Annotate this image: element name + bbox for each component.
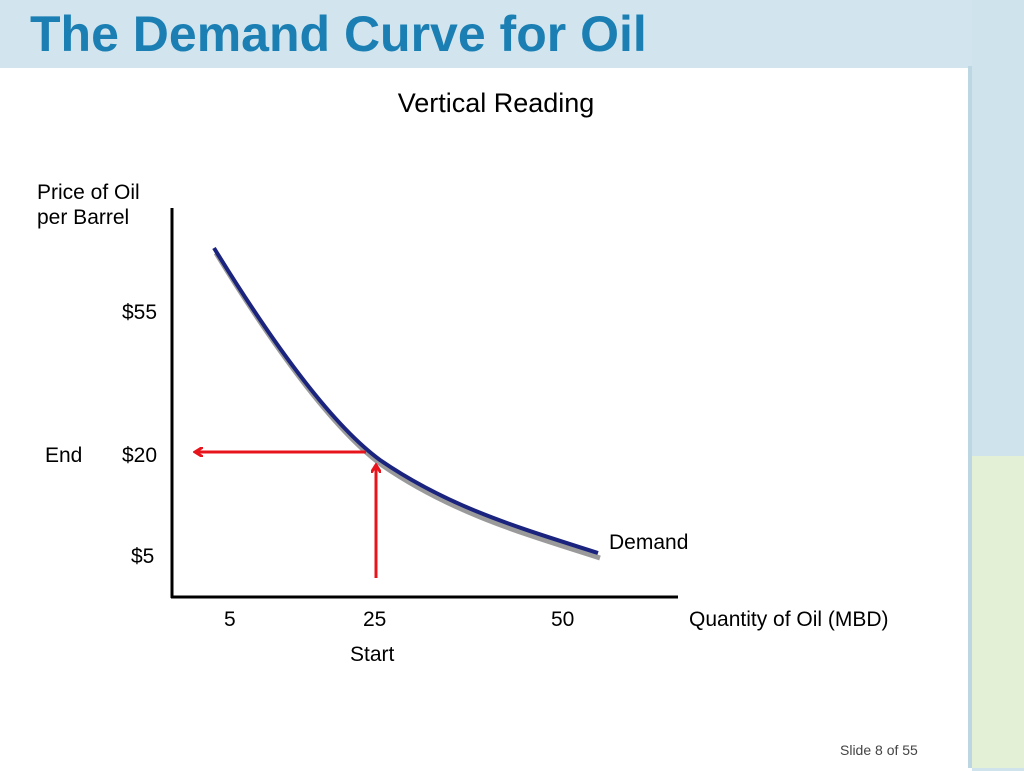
x-axis-label: Quantity of Oil (MBD) bbox=[689, 608, 889, 631]
y-axis-label: Price of Oil per Barrel bbox=[37, 180, 177, 230]
slide-content-area bbox=[0, 68, 972, 771]
title-band bbox=[0, 0, 1024, 68]
y-axis-label-line1: Price of Oil bbox=[37, 181, 140, 204]
x-tick-label-25: 25 bbox=[363, 608, 387, 631]
slide-number: Slide 8 of 55 bbox=[840, 742, 918, 758]
demand-curve-shadow bbox=[213, 251, 601, 561]
demand-curve bbox=[212, 246, 599, 555]
content-edge bbox=[968, 66, 972, 768]
start-label: Start bbox=[350, 643, 395, 666]
series-label-demand: Demand bbox=[609, 531, 689, 554]
page-title: The Demand Curve for Oil bbox=[30, 6, 647, 62]
end-label: End bbox=[45, 444, 83, 467]
y-tick-label-20: $20 bbox=[122, 444, 158, 467]
x-tick-label-5: 5 bbox=[224, 608, 236, 631]
y-axis-label-line2: per Barrel bbox=[37, 206, 130, 229]
right-band-green bbox=[972, 456, 1024, 768]
chart-subtitle: Vertical Reading bbox=[397, 88, 595, 118]
y-tick-label-55: $55 bbox=[122, 301, 158, 324]
right-band-blue bbox=[972, 0, 1024, 456]
y-tick-label-5: $5 bbox=[131, 545, 155, 568]
x-tick-label-50: 50 bbox=[551, 608, 575, 631]
